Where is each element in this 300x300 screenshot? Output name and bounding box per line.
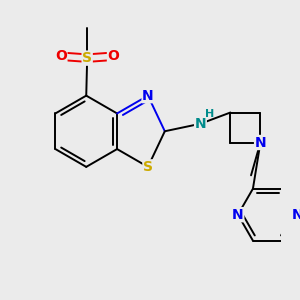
Text: N: N <box>292 208 300 222</box>
Text: N: N <box>255 136 266 149</box>
Text: O: O <box>55 49 67 63</box>
Text: N: N <box>232 208 244 222</box>
Text: H: H <box>205 110 214 119</box>
Text: N: N <box>195 117 206 131</box>
Text: S: S <box>143 160 153 174</box>
Text: N: N <box>142 88 154 103</box>
Text: S: S <box>82 51 92 65</box>
Text: O: O <box>107 49 119 63</box>
